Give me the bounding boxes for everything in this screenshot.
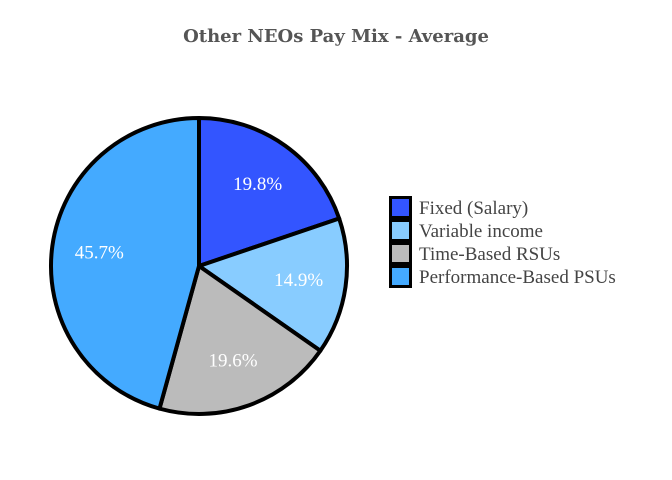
pie-slice-3 bbox=[49, 116, 201, 411]
legend-label-2: Time-Based RSUs bbox=[419, 244, 560, 265]
slice-value-label-3: 45.7% bbox=[75, 242, 124, 263]
slice-value-label-0: 19.8% bbox=[233, 174, 282, 195]
legend-label-3: Performance-Based PSUs bbox=[419, 267, 616, 288]
slice-value-label-2: 19.6% bbox=[209, 351, 258, 372]
pie-slice-2 bbox=[157, 264, 323, 416]
chart-title: Other NEOs Pay Mix - Average bbox=[183, 26, 489, 47]
legend-swatch-2 bbox=[389, 242, 412, 265]
legend-label-1: Variable income bbox=[419, 221, 543, 242]
pie-slices bbox=[49, 116, 349, 416]
legend-swatch-3 bbox=[389, 265, 412, 288]
legend-swatch-1 bbox=[389, 219, 412, 242]
pie-slice-labels: 19.8% 14.9% 19.6% 45.7% bbox=[75, 174, 324, 371]
legend-label-0: Fixed (Salary) bbox=[419, 198, 528, 219]
slice-value-label-1: 14.9% bbox=[274, 270, 323, 291]
pie-slice-1 bbox=[197, 216, 349, 353]
legend-swatch-0 bbox=[389, 196, 412, 219]
legend: Fixed (Salary)Variable incomeTime-Based … bbox=[389, 196, 616, 288]
